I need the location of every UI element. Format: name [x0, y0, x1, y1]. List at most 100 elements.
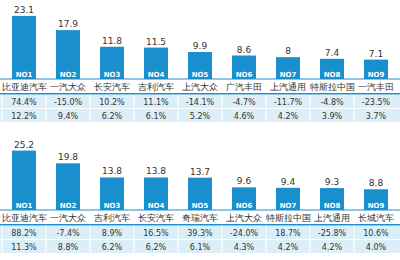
- cell-border: [46, 240, 47, 253]
- cell-border: [134, 226, 135, 239]
- category-label: 上汽大众: [182, 82, 218, 92]
- cell-border: [90, 240, 91, 253]
- cell-border: [222, 226, 223, 239]
- separator: [0, 93, 400, 95]
- data-label: 9.3: [325, 177, 339, 187]
- table-cell: -24.0%: [230, 229, 259, 238]
- table-cell: 4.2%: [322, 243, 343, 252]
- table-cell: 18.7%: [275, 229, 301, 238]
- cell-border: [134, 240, 135, 253]
- table-cell: 4.2%: [278, 112, 299, 121]
- category-label: 上汽通用: [270, 82, 306, 92]
- table-cell: 88.2%: [11, 229, 37, 238]
- data-label: 9.4: [281, 177, 296, 187]
- rank-label: NO5: [192, 71, 209, 79]
- bar: [100, 177, 124, 210]
- cell-border: [266, 95, 267, 108]
- cell-border: [266, 226, 267, 239]
- category-label: 广汽丰田: [226, 82, 262, 92]
- data-label: 11.5: [146, 37, 166, 47]
- table-cell: 5.2%: [190, 112, 211, 121]
- category-label: 一汽大众: [50, 82, 86, 92]
- bars: [12, 151, 388, 210]
- baseline: [0, 210, 400, 211]
- bars: [12, 16, 388, 79]
- table-cell: 3.9%: [322, 112, 343, 121]
- bar: [276, 57, 300, 79]
- separator: [0, 224, 400, 226]
- category-label: 比亚迪汽车: [2, 82, 47, 92]
- table-cell: -23.5%: [362, 98, 391, 107]
- table-cell: 10.2%: [99, 98, 125, 107]
- cell-border: [310, 226, 311, 239]
- rank-label: NO5: [192, 202, 209, 210]
- data-label: 19.8: [58, 152, 78, 162]
- data-label: 7.4: [325, 48, 340, 58]
- table-row: [0, 109, 400, 122]
- chart-root: NO1NO2NO3NO4NO5NO6NO7NO8NO923.117.911.81…: [0, 0, 400, 260]
- category-label: 上汽通用: [314, 213, 350, 223]
- table-cell: 74.4%: [11, 98, 37, 107]
- cell-border: [2, 95, 3, 108]
- data-label: 17.9: [58, 19, 78, 29]
- rank-label: NO9: [368, 71, 385, 79]
- category-label: 吉利汽车: [94, 213, 130, 223]
- table-row: [0, 240, 400, 253]
- cell-border: [2, 109, 3, 122]
- table-cell: -11.7%: [274, 98, 303, 107]
- table-cell: -14.1%: [186, 98, 215, 107]
- cell-border: [2, 226, 3, 239]
- data-label: 25.2: [14, 140, 34, 150]
- bar: [364, 189, 388, 210]
- category-label: 长安汽车: [138, 213, 174, 223]
- rank-label: NO7: [280, 202, 297, 210]
- table-cell: 6.2%: [102, 243, 123, 252]
- bar: [188, 178, 212, 210]
- table-cell: 10.6%: [363, 229, 389, 238]
- rank-label: NO2: [60, 71, 77, 79]
- cell-border: [90, 95, 91, 108]
- category-label: 一汽大众: [50, 213, 86, 223]
- table-row: [0, 226, 400, 239]
- cell-border: [46, 226, 47, 239]
- cell-border: [310, 95, 311, 108]
- bar: [144, 48, 168, 79]
- table-cell: -25.8%: [318, 229, 347, 238]
- rank-label: NO7: [280, 71, 297, 79]
- bar: [232, 187, 256, 210]
- category-label: 长城汽车: [358, 213, 394, 223]
- rank-label: NO4: [148, 71, 165, 79]
- bar: [188, 52, 212, 79]
- cell-border: [178, 95, 179, 108]
- data-label: 8: [285, 46, 291, 56]
- bar: [232, 56, 256, 79]
- panel: NO1NO2NO3NO4NO5NO6NO7NO8NO925.219.813.81…: [0, 140, 400, 253]
- cell-border: [46, 109, 47, 122]
- table-cell: -4.7%: [232, 98, 256, 107]
- data-label: 8.6: [237, 45, 252, 55]
- table-row: [0, 95, 400, 108]
- bar: [100, 47, 124, 79]
- data-label: 13.8: [146, 166, 166, 176]
- data-label: 9.9: [193, 41, 208, 51]
- table-cell: 4.0%: [366, 243, 387, 252]
- table-cell: 3.7%: [366, 112, 387, 121]
- bar: [12, 151, 36, 210]
- rank-label: NO6: [236, 202, 253, 210]
- cell-border: [90, 109, 91, 122]
- category-label: 特斯拉中国: [310, 82, 355, 92]
- cell-border: [354, 109, 355, 122]
- data-label: 7.1: [369, 49, 383, 59]
- table-cell: -7.4%: [56, 229, 80, 238]
- cell-border: [178, 109, 179, 122]
- category-label: 特斯拉中国: [266, 213, 311, 223]
- table-cell: 9.4%: [58, 112, 79, 121]
- table-cell: 6.1%: [190, 243, 211, 252]
- table-cell: 4.6%: [234, 112, 255, 121]
- bar: [12, 16, 36, 79]
- cell-border: [2, 240, 3, 253]
- table-cell: 4.2%: [278, 243, 299, 252]
- cell-border: [222, 95, 223, 108]
- bar: [320, 188, 344, 210]
- table-cell: 6.2%: [102, 112, 123, 121]
